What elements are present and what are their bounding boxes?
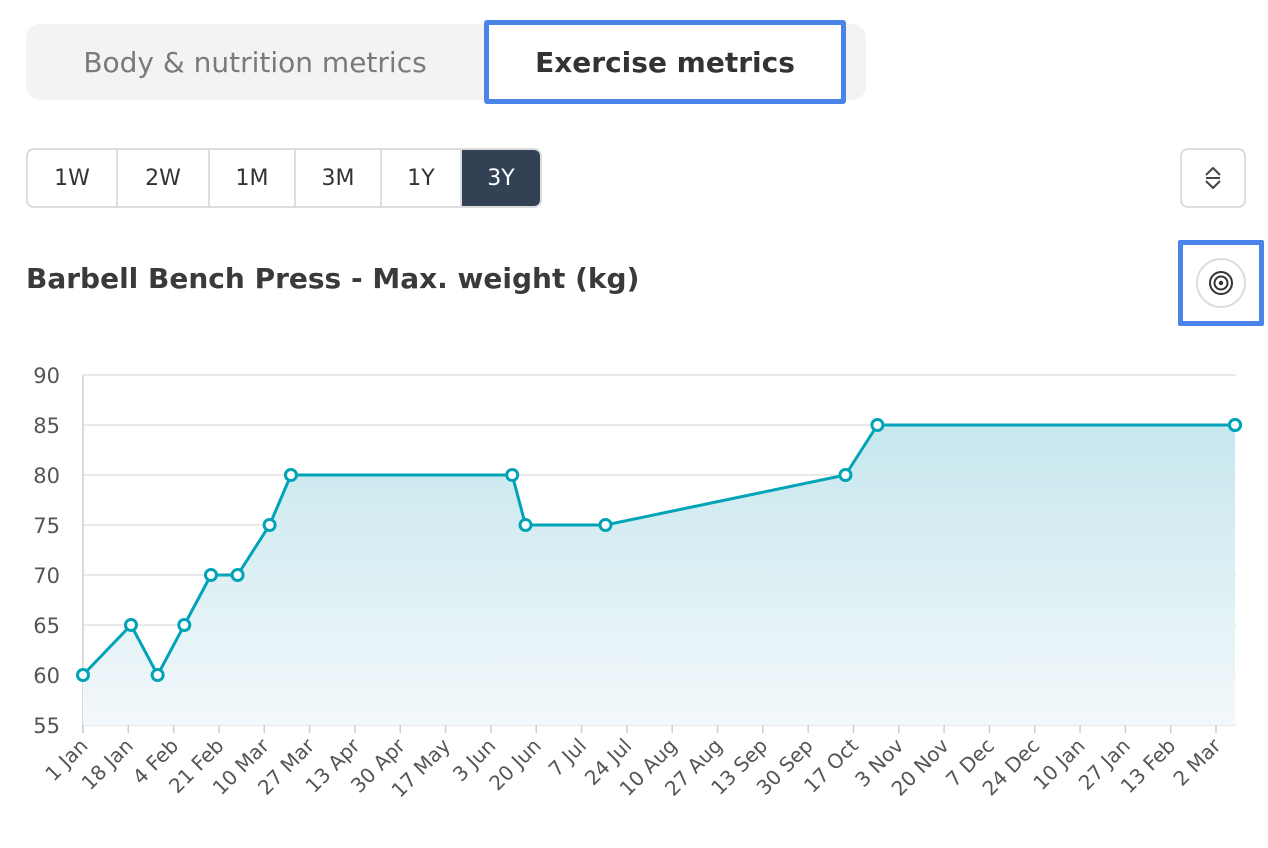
y-tick-label: 65 bbox=[33, 614, 60, 638]
chart-title: Barbell Bench Press - Max. weight (kg) bbox=[26, 262, 640, 295]
y-tick-label: 90 bbox=[33, 364, 60, 388]
sort-button[interactable] bbox=[1180, 148, 1246, 208]
data-point[interactable] bbox=[598, 518, 613, 532]
x-tick-label: 2 Mar bbox=[1168, 733, 1226, 791]
sort-arrows-icon bbox=[1205, 167, 1221, 189]
data-point[interactable] bbox=[838, 468, 853, 482]
data-point[interactable] bbox=[203, 568, 218, 582]
data-point[interactable] bbox=[123, 618, 138, 632]
y-tick-label: 80 bbox=[33, 464, 60, 488]
data-point[interactable] bbox=[150, 668, 165, 682]
data-point[interactable] bbox=[283, 468, 298, 482]
range-button-3m[interactable]: 3M bbox=[296, 150, 382, 206]
target-button-circle bbox=[1196, 258, 1246, 308]
x-tick-label: 18 Jan bbox=[77, 734, 138, 795]
range-button-1m[interactable]: 1M bbox=[210, 150, 296, 206]
data-point[interactable] bbox=[76, 668, 90, 682]
x-tick-label: 20 Jun bbox=[484, 734, 546, 796]
data-point[interactable] bbox=[262, 518, 277, 532]
tab-exercise-metrics[interactable]: Exercise metrics bbox=[484, 20, 846, 104]
metrics-segmented-control: Body & nutrition metrics Exercise metric… bbox=[26, 20, 866, 104]
y-tick-label: 55 bbox=[33, 714, 60, 738]
y-tick-label: 70 bbox=[33, 564, 60, 588]
data-point[interactable] bbox=[505, 468, 520, 482]
data-point[interactable] bbox=[518, 518, 533, 532]
y-tick-label: 85 bbox=[33, 414, 60, 438]
range-button-1w[interactable]: 1W bbox=[28, 150, 118, 206]
y-tick-label: 75 bbox=[33, 514, 60, 538]
y-tick-label: 60 bbox=[33, 664, 60, 688]
range-button-2w[interactable]: 2W bbox=[118, 150, 210, 206]
data-point[interactable] bbox=[1228, 418, 1242, 432]
tab-body-nutrition-metrics[interactable]: Body & nutrition metrics bbox=[83, 45, 427, 79]
series-area bbox=[83, 425, 1235, 725]
data-point[interactable] bbox=[870, 418, 885, 432]
data-point[interactable] bbox=[177, 618, 192, 632]
data-point[interactable] bbox=[230, 568, 245, 582]
target-button[interactable] bbox=[1178, 240, 1264, 326]
range-button-3y[interactable]: 3Y bbox=[462, 150, 540, 206]
time-range-selector: 1W 2W 1M 3M 1Y 3Y bbox=[26, 148, 542, 208]
series-line bbox=[81, 423, 1235, 677]
target-icon bbox=[1209, 271, 1233, 295]
range-button-1y[interactable]: 1Y bbox=[382, 150, 462, 206]
